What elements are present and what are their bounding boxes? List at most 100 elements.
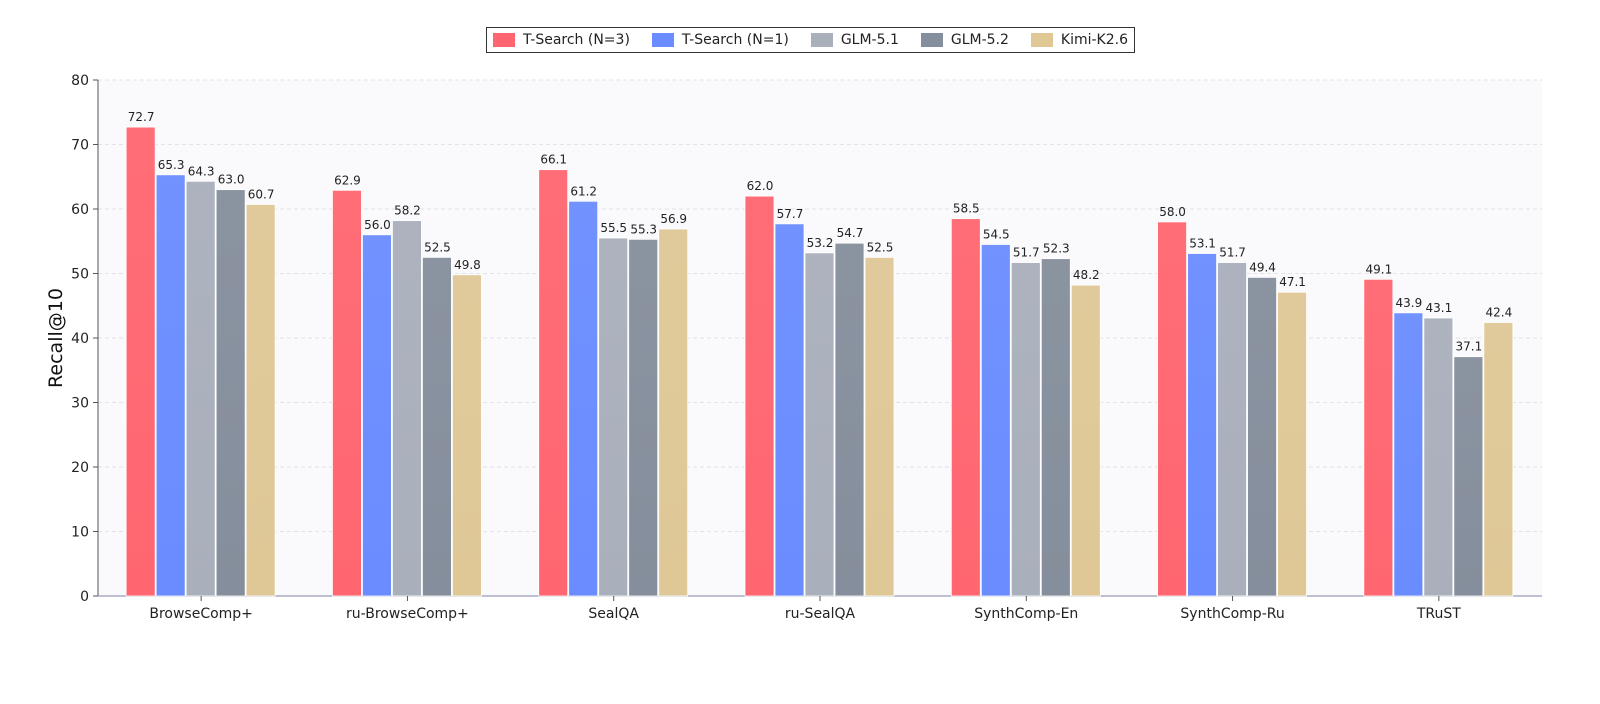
bar [744,195,775,597]
data-label: 63.0 [218,173,245,187]
bar [452,274,482,597]
y-tick-label: 0 [80,589,89,605]
bar [1483,322,1514,597]
data-label: 55.3 [630,222,657,236]
data-label: 72.7 [128,110,155,124]
data-label: 43.9 [1395,296,1422,310]
legend-item: T-Search (N=1) [651,32,789,48]
legend-swatch [920,33,943,47]
data-label: 57.7 [777,207,804,221]
bar [392,220,422,597]
legend-label: Kimi-K2.6 [1060,32,1129,48]
data-label: 64.3 [188,164,215,178]
bar [538,169,569,597]
y-tick-label: 20 [71,460,89,476]
bar [1393,312,1424,597]
bar [1010,262,1041,597]
bar [628,238,659,597]
bar [658,228,689,597]
bar [1070,284,1101,597]
bar [1247,276,1277,597]
data-label: 42.4 [1485,306,1512,320]
data-label: 51.7 [1013,246,1040,260]
legend-swatch [810,33,833,47]
bar [1423,317,1454,597]
data-label: 66.1 [540,153,567,167]
x-tick-label: TRuST [1416,606,1461,622]
data-label: 43.1 [1425,301,1452,315]
y-tick-label: 50 [71,267,89,283]
data-label: 52.3 [1043,242,1070,256]
y-tick-label: 60 [71,202,89,218]
data-label: 49.4 [1249,260,1276,274]
x-tick-label: SynthComp-En [974,606,1078,622]
bar [215,189,246,597]
legend-item: GLM-5.1 [810,32,899,48]
bar [980,244,1011,597]
y-axis-label: Recall@10 [45,288,67,388]
legend-swatch [1030,33,1053,47]
data-label: 52.5 [867,240,894,254]
data-label: 62.0 [747,179,774,193]
x-tick-label: SynthComp-Ru [1180,606,1284,622]
data-label: 52.5 [424,240,451,254]
data-label: 47.1 [1279,275,1306,289]
data-label: 37.1 [1455,340,1482,354]
bar [1217,262,1247,597]
data-label: 62.9 [334,173,361,187]
data-label: 53.1 [1189,237,1216,251]
x-tick-label: ru-SealQA [785,606,856,622]
y-tick-label: 10 [71,525,89,541]
data-label: 58.5 [953,202,980,216]
legend-item: T-Search (N=3) [493,32,630,48]
y-tick-label: 80 [71,73,89,89]
y-tick-label: 70 [71,138,89,154]
legend-label: GLM-5.2 [950,32,1009,48]
data-label: 53.2 [807,236,834,250]
data-label: 49.8 [454,258,481,272]
x-tick-label: BrowseComp+ [149,606,253,622]
bar [1157,221,1187,597]
data-label: 55.5 [600,221,627,235]
legend-label: T-Search (N=1) [681,32,789,48]
legend-swatch [493,33,515,47]
data-label: 51.7 [1219,246,1246,260]
bar [362,234,392,597]
bar [1277,291,1307,597]
bar [1453,356,1484,597]
legend-label: T-Search (N=3) [523,32,630,48]
data-label: 49.1 [1365,262,1392,276]
legend-item: Kimi-K2.6 [1030,32,1129,48]
bar [332,189,362,597]
legend-swatch [651,33,674,47]
bar [774,223,805,597]
bar [1187,253,1217,597]
legend-label: GLM-5.1 [840,32,899,48]
bar [804,252,835,597]
data-label: 60.7 [248,187,275,201]
y-tick-label: 40 [71,331,89,347]
data-label: 61.2 [570,184,597,198]
bar [185,180,216,597]
bar [422,256,452,597]
bar [834,242,865,597]
legend: T-Search (N=3) T-Search (N=1) GLM-5.1 GLM-5… [486,27,1136,53]
bar [598,237,629,597]
bar [568,200,599,597]
y-tick-label: 30 [71,396,89,412]
x-tick-label: SealQA [588,606,639,622]
bar [864,256,895,597]
data-label: 54.7 [837,226,864,240]
bar [1363,278,1394,597]
data-label: 56.9 [660,212,687,226]
data-label: 65.3 [158,158,185,172]
legend-item: GLM-5.2 [920,32,1009,48]
data-label: 56.0 [364,218,391,232]
bar [155,174,186,597]
data-label: 48.2 [1073,268,1100,282]
data-label: 58.2 [394,204,421,218]
bar [125,126,156,597]
data-label: 58.0 [1159,205,1186,219]
